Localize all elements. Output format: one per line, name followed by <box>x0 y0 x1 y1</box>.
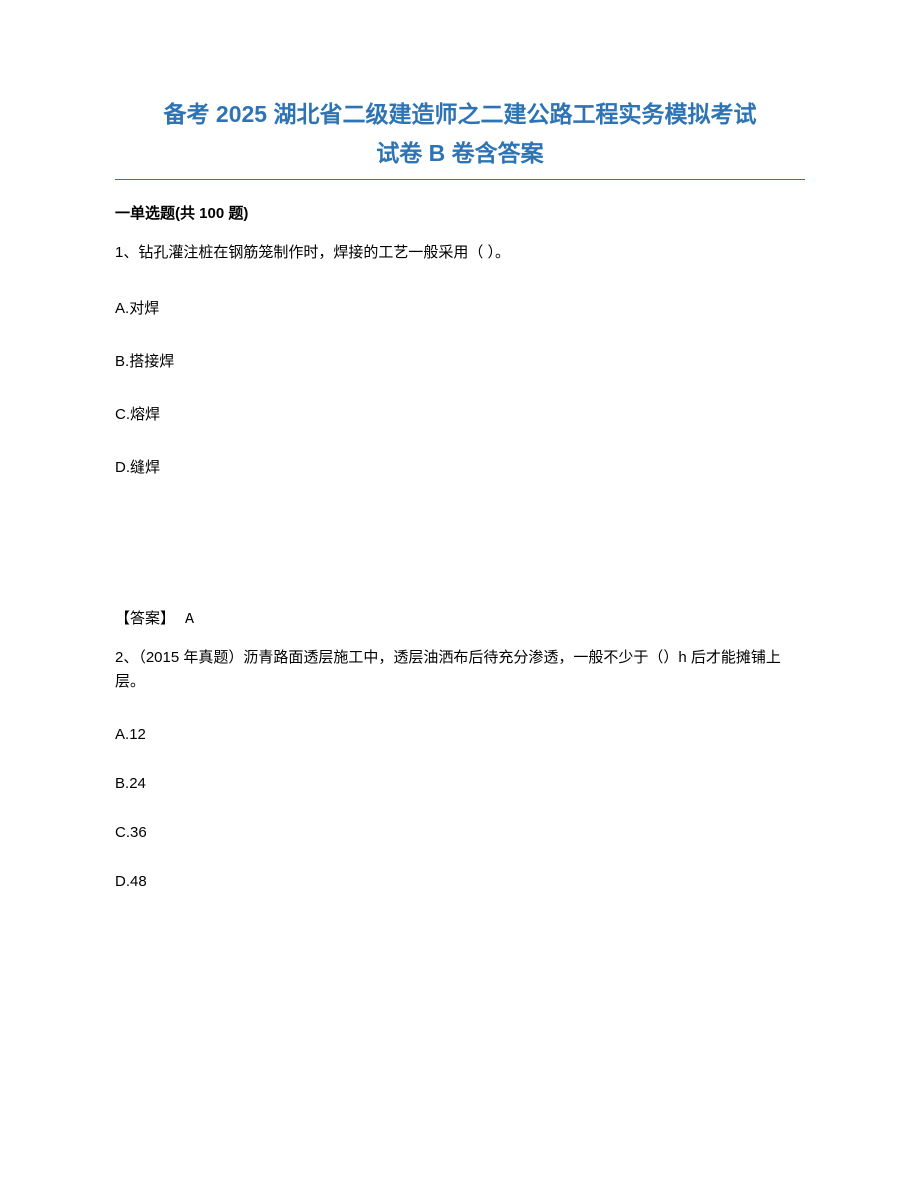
option-label: D. <box>115 459 130 476</box>
option-text: 搭接焊 <box>129 353 174 370</box>
question-1-number: 1、 <box>115 244 138 261</box>
question-2-option-d: D.48 <box>115 873 805 890</box>
question-1-option-d: D.缝焊 <box>115 456 805 477</box>
option-text: 缝焊 <box>130 459 160 476</box>
option-label: D. <box>115 873 130 890</box>
section-header: 一单选题(共 100 题) <box>115 202 805 223</box>
document-title: 备考 2025 湖北省二级建造师之二建公路工程实务模拟考试 试卷 B 卷含答案 <box>115 95 805 173</box>
title-line-1: 备考 2025 湖北省二级建造师之二建公路工程实务模拟考试 <box>164 101 757 127</box>
answer-value: A <box>185 611 194 628</box>
question-2-text: 2、（2015 年真题）沥青路面透层施工中，透层油洒布后待充分渗透，一般不少于（… <box>115 646 805 694</box>
option-label: A. <box>115 726 129 743</box>
option-text: 对焊 <box>129 300 159 317</box>
option-text: 12 <box>129 726 146 743</box>
title-divider <box>115 179 805 180</box>
option-text: 48 <box>130 873 147 890</box>
question-2-body: （2015 年真题）沥青路面透层施工中，透层油洒布后待充分渗透，一般不少于（）h… <box>115 649 781 690</box>
question-1-body: 钻孔灌注桩在钢筋笼制作时，焊接的工艺一般采用（ ）。 <box>138 244 510 261</box>
question-1-answer: 【答案】 A <box>115 607 805 628</box>
question-1-option-c: C.熔焊 <box>115 403 805 424</box>
answer-label: 【答案】 <box>115 610 175 627</box>
option-text: 36 <box>130 824 147 841</box>
option-label: C. <box>115 824 130 841</box>
option-label: C. <box>115 406 130 423</box>
title-line-2: 试卷 B 卷含答案 <box>376 140 543 166</box>
question-2-number: 2、 <box>115 649 138 666</box>
option-label: A. <box>115 300 129 317</box>
question-2-option-b: B.24 <box>115 775 805 792</box>
question-1-text: 1、钻孔灌注桩在钢筋笼制作时，焊接的工艺一般采用（ ）。 <box>115 241 805 265</box>
option-label: B. <box>115 775 129 792</box>
question-2-option-c: C.36 <box>115 824 805 841</box>
question-1-option-b: B.搭接焊 <box>115 350 805 371</box>
option-text: 熔焊 <box>130 406 160 423</box>
option-text: 24 <box>129 775 146 792</box>
question-2-option-a: A.12 <box>115 726 805 743</box>
option-label: B. <box>115 353 129 370</box>
question-1-option-a: A.对焊 <box>115 297 805 318</box>
